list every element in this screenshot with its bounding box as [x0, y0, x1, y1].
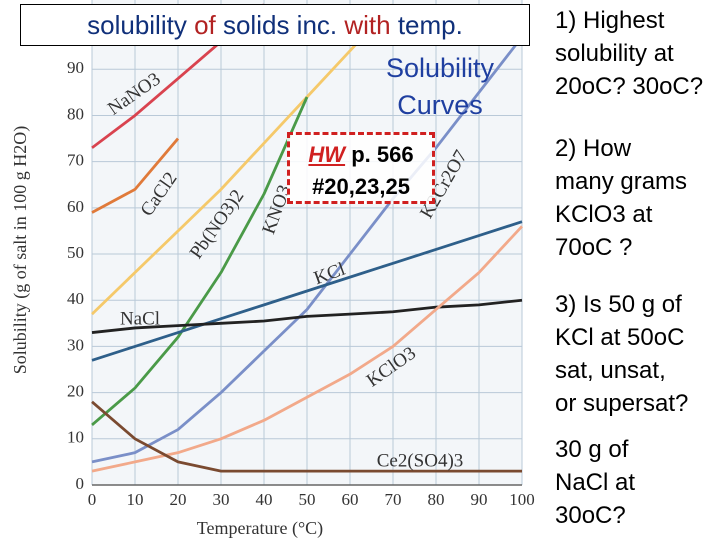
- question-line: 70oC ?: [555, 234, 633, 261]
- x-tick-label: 80: [428, 490, 445, 509]
- homework-box: HW p. 566 #20,23,25: [287, 132, 435, 204]
- x-tick-label: 70: [385, 490, 402, 509]
- x-tick-label: 0: [88, 490, 97, 509]
- title-part: temp.: [390, 10, 463, 40]
- subtitle-line: Solubility: [385, 53, 495, 83]
- series-line: [91, 137, 180, 214]
- question-line: 30 g of: [555, 436, 629, 463]
- title-part: solids inc.: [215, 10, 345, 40]
- question-line: 30oC?: [555, 502, 626, 529]
- question: 2) How many grams KClO3 at 70oC ?: [555, 132, 720, 264]
- title-part: solubility: [87, 10, 195, 40]
- series-line: [91, 3, 395, 316]
- series-line: [91, 220, 523, 362]
- series-line: [91, 96, 309, 427]
- question-line: solubility at: [555, 40, 674, 67]
- y-tick-label: 60: [67, 197, 84, 216]
- question-line: 3) Is 50 g of: [555, 291, 682, 318]
- slide-title: solubility of solids inc. with temp.: [20, 4, 530, 46]
- y-tick-label: 10: [67, 428, 84, 447]
- x-tick-label: 10: [127, 490, 144, 509]
- x-tick-label: 90: [471, 490, 488, 509]
- x-axis-label: Temperature (°C): [197, 518, 323, 539]
- x-tick-label: 50: [299, 490, 316, 509]
- series-line: [91, 298, 523, 334]
- y-tick-label: 20: [67, 382, 84, 401]
- homework-page: p. 566: [345, 142, 414, 167]
- series-label: NaCl: [120, 308, 160, 329]
- question-line: 2) How: [555, 135, 632, 162]
- y-tick-label: 0: [76, 474, 85, 493]
- y-axis-label: Solubility (g of salt in 100 g H2O): [10, 126, 31, 375]
- question-line: KClO3 at: [555, 201, 653, 228]
- y-tick-label: 70: [67, 151, 84, 170]
- question-line: 1) Highest: [555, 7, 665, 34]
- question: 30 g of NaCl at 30oC?: [555, 433, 720, 532]
- subtitle: Solubility Curves: [360, 50, 520, 124]
- title-part: with: [344, 10, 391, 40]
- question: 3) Is 50 g of KCl at 50oC sat, unsat, or su…: [555, 288, 720, 420]
- y-tick-label: 50: [67, 243, 84, 262]
- x-tick-label: 40: [256, 490, 273, 509]
- y-tick-label: 90: [67, 58, 84, 77]
- x-tick-label: 20: [170, 490, 187, 509]
- title-part: of: [194, 10, 216, 40]
- homework-problems: #20,23,25: [312, 174, 410, 199]
- question-line: KCl at 50oC: [555, 324, 685, 351]
- question-line: many grams: [555, 168, 688, 195]
- question-line: or supersat?: [555, 390, 689, 417]
- x-tick-label: 100: [509, 490, 535, 509]
- series-line: [91, 400, 522, 473]
- question-line: sat, unsat,: [555, 357, 666, 384]
- question-line: NaCl at: [555, 469, 636, 496]
- question-line: 20oC? 30oC?: [555, 73, 704, 100]
- x-tick-label: 60: [342, 490, 359, 509]
- y-tick-label: 80: [67, 104, 84, 123]
- x-tick-label: 30: [213, 490, 230, 509]
- y-tick-label: 40: [67, 289, 84, 308]
- series-line: [91, 36, 524, 464]
- subtitle-line: Curves: [397, 90, 483, 120]
- series-label: Ce2(SO4)3: [377, 450, 464, 471]
- question: 1) Highest solubility at 20oC? 30oC?: [555, 4, 720, 103]
- homework-label: HW: [308, 142, 346, 167]
- y-tick-label: 30: [67, 335, 84, 354]
